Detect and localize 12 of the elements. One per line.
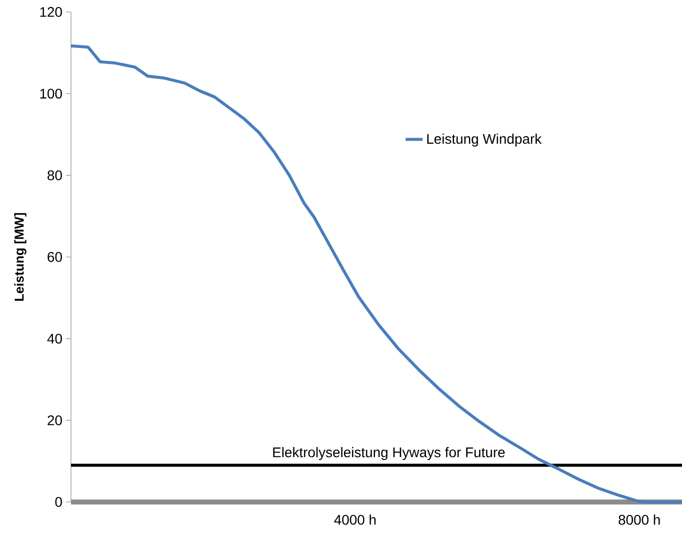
y-tick-label: 120 [40, 7, 62, 17]
ref-line-label: Elektrolyseleistung Hyways for Future [273, 447, 505, 460]
y-tick-label: 0 [55, 497, 62, 507]
x-tick-label: 8000 h [618, 514, 660, 525]
y-tick-label: 60 [48, 252, 62, 262]
y-tick-label: 80 [48, 170, 62, 180]
y-tick-label: 100 [40, 88, 62, 99]
y-tick-label: 20 [48, 415, 62, 426]
y-tick-label: 40 [47, 334, 62, 344]
legend-label: Leistung Windpark [427, 134, 542, 147]
x-tick-label: 4000 h [334, 514, 376, 525]
y-axis-title: Leistung [MW] [14, 213, 26, 301]
